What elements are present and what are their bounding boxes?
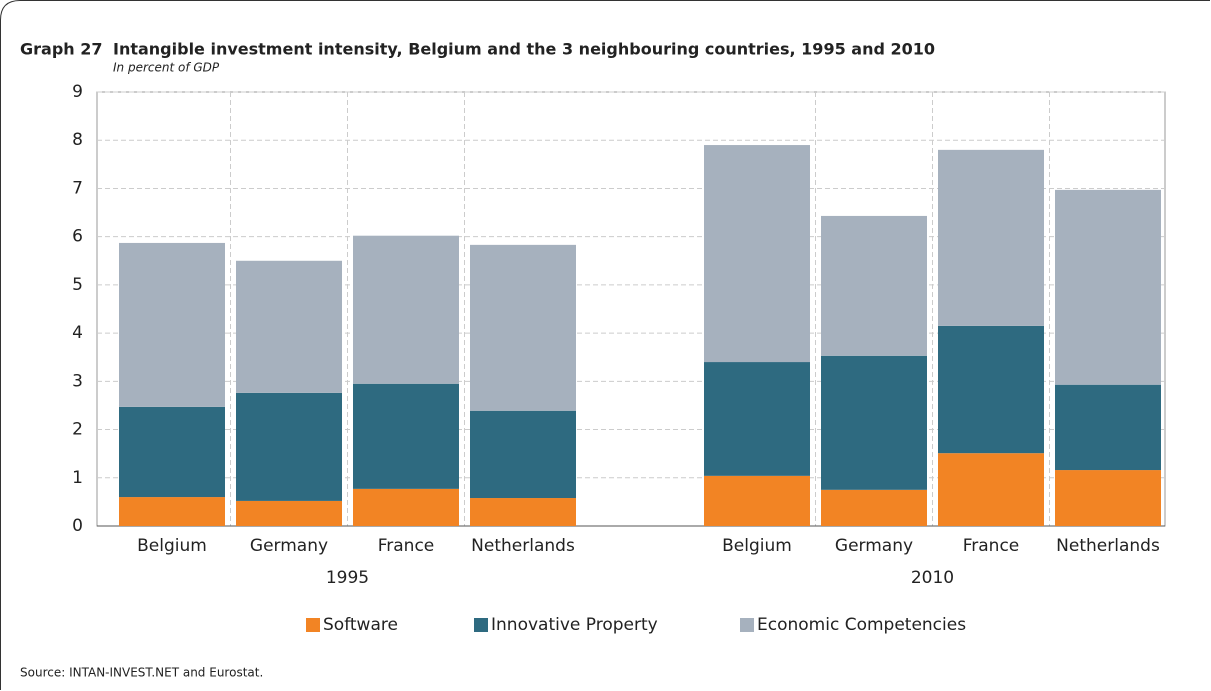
y-tick-label: 1 xyxy=(72,468,83,488)
bar-segment xyxy=(470,410,576,499)
x-tick-label: Netherlands xyxy=(1056,536,1160,556)
chart-subtitle: In percent of GDP xyxy=(113,61,220,75)
bar-segment xyxy=(821,355,927,490)
bar-segment xyxy=(236,500,342,526)
group-label: 2010 xyxy=(911,568,954,588)
bar-segment xyxy=(1055,470,1161,526)
bar-segment xyxy=(353,235,459,384)
y-tick-label: 4 xyxy=(72,323,83,343)
bar-segment xyxy=(821,489,927,526)
y-tick-label: 3 xyxy=(72,371,83,391)
y-tick-label: 5 xyxy=(72,275,83,295)
bar-segment xyxy=(470,244,576,411)
x-tick-label: France xyxy=(378,536,435,556)
bar-segment xyxy=(236,392,342,501)
bar-segment xyxy=(353,383,459,489)
bar-segment xyxy=(938,453,1044,526)
legend-swatch xyxy=(474,618,488,632)
bar-segment xyxy=(704,362,810,476)
source: Source: INTAN-INVEST.NET and Eurostat. xyxy=(20,666,263,680)
y-tick-label: 8 xyxy=(72,130,83,150)
legend-swatch xyxy=(740,618,754,632)
x-tick-label: Belgium xyxy=(137,536,207,556)
x-tick-label: Germany xyxy=(835,536,913,556)
bar-segment xyxy=(236,260,342,393)
y-tick-label: 2 xyxy=(72,420,83,440)
bar-segment xyxy=(938,149,1044,326)
x-tick-label: France xyxy=(963,536,1020,556)
group-label: 1995 xyxy=(326,568,369,588)
legend-swatch xyxy=(306,618,320,632)
chart-title: Intangible investment intensity, Belgium… xyxy=(113,40,935,59)
bar-segment xyxy=(821,215,927,356)
y-tick-label: 6 xyxy=(72,227,83,247)
x-tick-label: Belgium xyxy=(722,536,792,556)
bar-segment xyxy=(704,145,810,363)
frame-corner xyxy=(0,0,21,21)
y-tick-label: 0 xyxy=(72,516,83,536)
legend-label: Economic Competencies xyxy=(757,615,966,635)
bar-segment xyxy=(119,242,225,407)
bar-segment xyxy=(119,497,225,526)
graph-label: Graph 27 xyxy=(20,40,103,59)
y-tick-label: 9 xyxy=(72,82,83,102)
x-tick-label: Netherlands xyxy=(471,536,575,556)
bar-segment xyxy=(119,406,225,498)
bar-segment xyxy=(938,325,1044,454)
x-tick-label: Germany xyxy=(250,536,328,556)
bar-segment xyxy=(470,498,576,526)
y-tick-label: 7 xyxy=(72,178,83,198)
bar-segment xyxy=(1055,189,1161,385)
legend-label: Software xyxy=(323,615,398,635)
legend-label: Innovative Property xyxy=(491,615,658,635)
bar-segment xyxy=(1055,384,1161,471)
bar-segment xyxy=(704,475,810,526)
bar-segment xyxy=(353,488,459,526)
